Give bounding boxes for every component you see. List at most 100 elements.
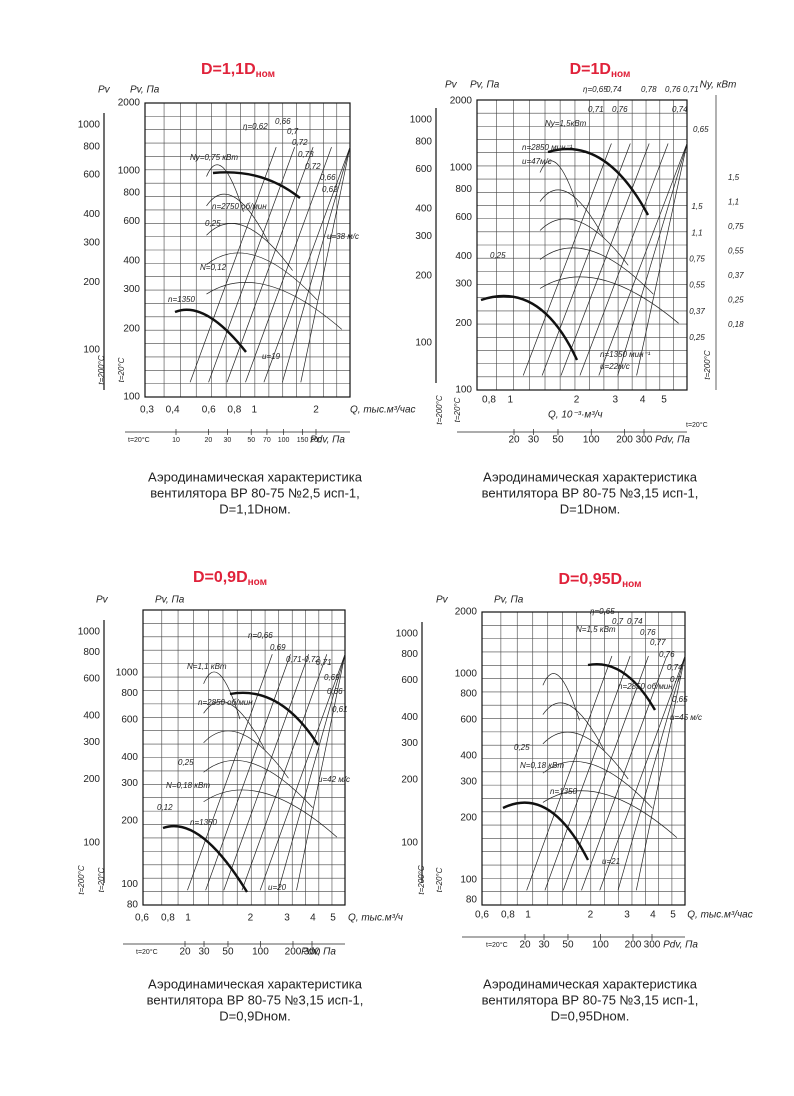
grid-tick-label: 1000 bbox=[118, 166, 141, 177]
left-tick-label: 800 bbox=[83, 647, 100, 658]
annotation: n=2850 об/мин bbox=[198, 698, 253, 707]
fan-curve bbox=[480, 294, 579, 361]
temp-label: t=20°C bbox=[453, 397, 462, 422]
annotation: 0,66 bbox=[320, 173, 336, 182]
grid-tick-label: 1000 bbox=[116, 668, 139, 679]
ny-tick-label: 1,5 bbox=[691, 202, 703, 211]
annotation: n=2850 мин⁻¹ bbox=[522, 143, 573, 152]
left-tick-label: 100 bbox=[83, 838, 100, 849]
x-axis-label: Q, тыс.м³/час bbox=[687, 910, 753, 921]
ny-tick-label: 1,1 bbox=[691, 228, 702, 237]
title-main: D=1,1D bbox=[201, 61, 256, 78]
title-sub: ном bbox=[256, 69, 275, 80]
annotation: 0,74 bbox=[627, 617, 643, 626]
left-tick-label: 100 bbox=[401, 838, 418, 849]
ny-tick-label: 0,25 bbox=[689, 333, 705, 342]
left-tick-label: 200 bbox=[83, 774, 100, 785]
ny-tick-label: 0,75 bbox=[689, 255, 705, 264]
pdv-tick-label: 150 bbox=[297, 437, 309, 444]
annotation: u=20 bbox=[268, 883, 287, 892]
left-tick-label: 800 bbox=[401, 649, 418, 660]
caption-line: D=1Dном. bbox=[560, 501, 621, 516]
annotation: η=0,66 bbox=[248, 631, 273, 640]
x-tick-label: 0,6 bbox=[202, 405, 216, 416]
system-line bbox=[263, 146, 351, 383]
axis-label: Pv bbox=[445, 80, 458, 91]
system-line bbox=[562, 655, 649, 891]
title-main: D=1D bbox=[570, 61, 611, 78]
left-tick-label: 100 bbox=[83, 345, 100, 356]
caption-line: вентилятора ВР 80-75 №3,15 исп-1, bbox=[482, 485, 699, 500]
efficiency-arc bbox=[542, 790, 678, 838]
fan-curve bbox=[174, 308, 247, 353]
grid-tick-label: 800 bbox=[455, 184, 472, 195]
grid-tick-label: 100 bbox=[121, 879, 138, 890]
temp-label: t=20°C bbox=[128, 436, 150, 444]
efficiency-arc bbox=[539, 276, 679, 324]
annotation: 0,69 bbox=[270, 643, 286, 652]
x-tick-label: 4 bbox=[640, 395, 646, 406]
annotation: η=0,65 bbox=[583, 85, 608, 94]
efficiency-arc bbox=[206, 223, 293, 271]
annotation: N=0,18 кВт bbox=[520, 761, 564, 770]
fan-curve bbox=[547, 147, 650, 216]
system-line bbox=[635, 655, 686, 891]
title-main: D=0,95D bbox=[558, 571, 622, 588]
system-line bbox=[522, 143, 612, 376]
grid-tick-label: 200 bbox=[123, 324, 140, 335]
left-tick-label: 200 bbox=[415, 271, 432, 282]
x-axis-label: Q, 10⁻³·м³/ч bbox=[548, 410, 603, 421]
pdv-tick-label: 30 bbox=[223, 437, 231, 444]
left-tick-label: 600 bbox=[83, 673, 100, 684]
left-tick-label: 100 bbox=[415, 338, 432, 349]
temp-label: t=200°C bbox=[417, 865, 426, 894]
pdv-tick-label: 200 bbox=[285, 947, 302, 958]
left-tick-label: 400 bbox=[415, 203, 432, 214]
x-tick-label: 0,4 bbox=[166, 405, 180, 416]
caption-line: Аэродинамическая характеристика bbox=[483, 976, 698, 991]
panel-title: D=1,1Dном bbox=[201, 61, 275, 79]
plot-frame bbox=[142, 609, 346, 906]
annotation: Ny=1,5кВт bbox=[545, 119, 587, 128]
grid-tick-label: 300 bbox=[455, 279, 472, 290]
pdv-tick-label: 50 bbox=[222, 947, 234, 958]
annotation: 0,66 bbox=[275, 117, 291, 126]
grid-tick-label: 2000 bbox=[455, 607, 478, 618]
x-tick-label: 0,8 bbox=[501, 910, 515, 921]
x-tick-label: 3 bbox=[284, 913, 290, 924]
left-tick-label: 1000 bbox=[396, 629, 419, 640]
annotation: 0,25 bbox=[178, 758, 194, 767]
annotation: n=2850 об/мин bbox=[618, 682, 673, 691]
efficiency-arc bbox=[542, 673, 580, 721]
left-tick-label: 300 bbox=[83, 737, 100, 748]
annotation: 0,74 bbox=[606, 85, 622, 94]
left-tick-label: 300 bbox=[415, 231, 432, 242]
annotation: u=22м/с bbox=[600, 362, 630, 371]
left-tick-label: 200 bbox=[401, 775, 418, 786]
system-line bbox=[526, 655, 613, 891]
annotation: 0,69 bbox=[324, 673, 340, 682]
axis-label: Pv bbox=[96, 595, 109, 606]
system-line bbox=[278, 654, 346, 891]
annotation: 0,71 bbox=[683, 85, 699, 94]
ny-tick-label: 0,25 bbox=[728, 296, 744, 305]
annotation: 0,71 bbox=[316, 658, 332, 667]
grid-tick-label: 1000 bbox=[450, 163, 473, 174]
annotation: 0,25 bbox=[514, 743, 530, 752]
grid-tick-label: 800 bbox=[121, 688, 138, 699]
ny-tick-label: 1,1 bbox=[728, 198, 739, 207]
temp-label: t=20°C bbox=[435, 867, 444, 892]
axis-label: Pv, Па bbox=[155, 595, 185, 606]
left-tick-label: 300 bbox=[83, 237, 100, 248]
left-tick-label: 400 bbox=[83, 209, 100, 220]
system-line bbox=[187, 654, 273, 891]
grid-tick-label: 1000 bbox=[455, 669, 478, 680]
pdv-label: Pdv, Па bbox=[301, 947, 336, 958]
annotation: u=47м/с bbox=[522, 157, 552, 166]
panel-title: D=0,9Dном bbox=[193, 569, 267, 587]
annotation: u=38 м/с bbox=[327, 232, 359, 241]
fan-curve bbox=[229, 691, 320, 746]
efficiency-arc bbox=[203, 730, 289, 779]
